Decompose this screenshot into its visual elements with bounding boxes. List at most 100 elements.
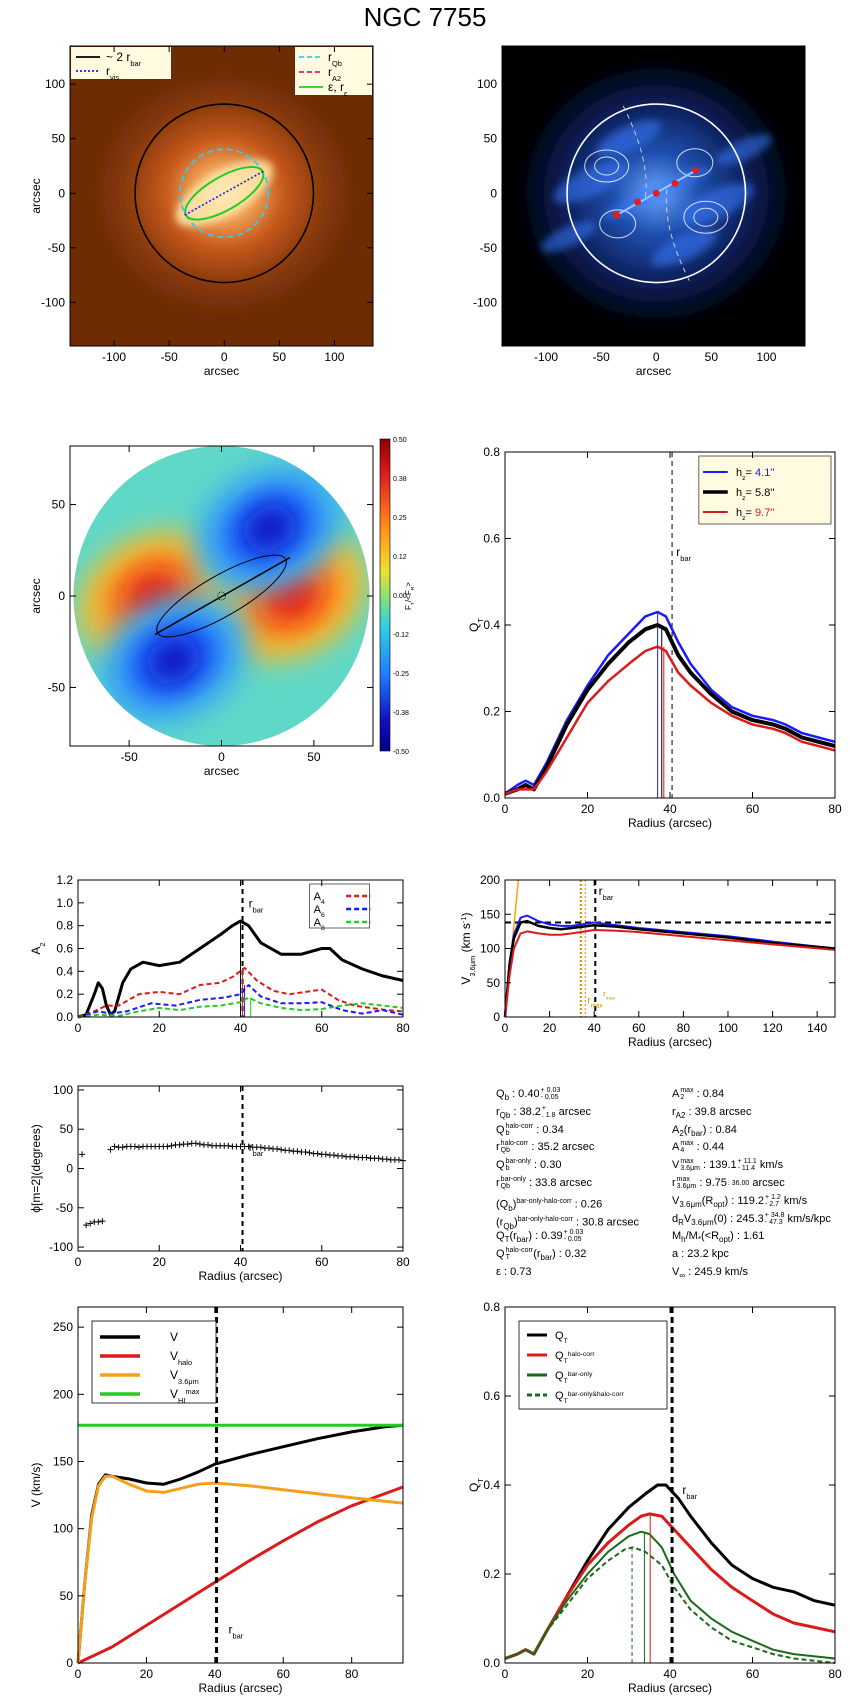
a2-legend-box xyxy=(309,883,370,929)
image-panel-2-xtick-label: 50 xyxy=(705,350,719,364)
legend-label: rvis xyxy=(106,64,119,82)
qt-legend-label: hz= 9.7'' xyxy=(736,507,775,522)
qt-decomposition-xtick-label: 0 xyxy=(502,1667,509,1681)
qt-legend-label: hz= 5.8'' xyxy=(736,487,775,502)
image2-contour xyxy=(676,148,714,178)
rotation-legend-label: VHImax xyxy=(170,1387,200,1405)
param-left-row: rQb : 38.2 +. 1.8 arcsec xyxy=(496,1104,592,1120)
v36-profile-ytick-label: 100 xyxy=(480,942,500,956)
phase-profile-ytick-label: 100 xyxy=(53,1083,73,1097)
phase-point xyxy=(363,1154,370,1161)
image-panel-2-xtick-label: 0 xyxy=(653,350,660,364)
phase-profile-ytick-label: -100 xyxy=(49,1240,73,1254)
image2-contour xyxy=(683,200,729,234)
image2-contour xyxy=(622,105,647,199)
phase-point xyxy=(176,1141,183,1148)
parameter-column-left: Qb : 0.40 + 0.03- 0.05 rQb : 38.2 +. 1.8 ar… xyxy=(496,1086,639,1282)
force-map-ylabel: arcsec xyxy=(29,578,43,613)
rotation-legend-box xyxy=(91,1320,217,1404)
qt-decomposition-xtick-label: 40 xyxy=(663,1667,677,1681)
image-panel-2-xtick-label: -50 xyxy=(592,350,610,364)
v36-profile-ytick-label: 200 xyxy=(480,873,500,887)
phase-point xyxy=(330,1152,337,1159)
image-panel-2-ytick-label: 50 xyxy=(484,132,498,146)
phase-profile-xtick-label: 20 xyxy=(153,1255,167,1269)
image2-contour xyxy=(693,207,719,227)
rotation-curve-xtick-label: 0 xyxy=(75,1667,82,1681)
qtd-series-line xyxy=(504,1530,836,1660)
phase-point xyxy=(107,1146,114,1153)
phase-point xyxy=(111,1143,118,1150)
v36-profile-xtick-label: 40 xyxy=(588,1021,602,1035)
qtd-series-line xyxy=(504,1512,836,1660)
a2-legend-label: A8 xyxy=(314,917,325,932)
phase-point xyxy=(192,1140,199,1147)
force-map-xtick-label: 0 xyxy=(218,750,225,764)
a2-profile-xtick-label: 20 xyxy=(153,1021,167,1035)
image-panel-xtick-label: 0 xyxy=(221,350,228,364)
force-map-field xyxy=(73,446,370,746)
v36-profile-xtick-label: 140 xyxy=(807,1021,827,1035)
phase-point xyxy=(164,1143,171,1150)
phase-profile-xtick-label: 40 xyxy=(234,1255,248,1269)
colorbar-tick-label: 0.00 xyxy=(393,593,407,600)
v36-series-line xyxy=(503,919,836,1018)
a2-profile-ytick-label: 1.0 xyxy=(56,896,73,910)
phase-point xyxy=(306,1149,313,1156)
qt-profile-ytick-label: 0.4 xyxy=(483,618,500,632)
qtd-series-line xyxy=(504,1483,836,1660)
rotation-curve-ytick-label: 0 xyxy=(66,1656,73,1670)
image-panel-ytick-label: 100 xyxy=(45,77,65,91)
image2-point xyxy=(652,189,660,197)
qt-decomposition-ytick-label: 0.8 xyxy=(483,1300,500,1314)
v36-rbar-label: rbar xyxy=(599,884,614,902)
phase-profile-xtick-label: 80 xyxy=(396,1255,410,1269)
param-right-row: r max 3.6μm : 9.75. 36.00 arcsec xyxy=(672,1176,785,1191)
a2-profile-xtick-label: 0 xyxy=(75,1021,82,1035)
force-map-ytick-label: 50 xyxy=(52,498,66,512)
phase-profile-xlabel: Radius (arcsec) xyxy=(198,1269,282,1283)
phase-point xyxy=(196,1141,203,1148)
phase-profile-frame xyxy=(77,1085,404,1252)
force-map-lobe xyxy=(242,504,297,552)
force-map-center xyxy=(217,591,226,601)
v36-profile-ytick-label: 50 xyxy=(487,976,501,990)
param-left-row: (Qb)bar-only-halo-corr : 0.26 xyxy=(496,1197,603,1213)
a2-profile-ylabel: A2 xyxy=(29,942,47,954)
a2-profile-xtick-label: 40 xyxy=(234,1021,248,1035)
v36-profile-xtick-label: 100 xyxy=(718,1021,738,1035)
legend-label: rA2 xyxy=(328,65,341,83)
phase-point xyxy=(322,1151,329,1158)
param-right-row: a : 23.2 kpc xyxy=(672,1248,729,1261)
phase-rbar-label: rbar xyxy=(249,1140,264,1158)
param-left-row: ε : 0.73 xyxy=(496,1265,532,1278)
phase-point xyxy=(87,1220,94,1227)
phase-point xyxy=(131,1143,138,1150)
v36-series-line xyxy=(504,914,836,1018)
force-map-xlabel: arcsec xyxy=(204,764,239,778)
v36-profile-ytick-label: 150 xyxy=(480,907,500,921)
rotation-curve-frame xyxy=(77,1306,404,1664)
force-map-lobe xyxy=(146,636,201,684)
qt-decomposition-ytick-label: 0.2 xyxy=(483,1567,500,1581)
force-map-ytick-label: -50 xyxy=(48,680,66,694)
image-panel-2-ytick-label: 100 xyxy=(477,77,497,91)
phase-profile-ytick-label: -50 xyxy=(56,1201,74,1215)
a2-series-line xyxy=(77,996,404,1018)
colorbar-label: FT/<FR> xyxy=(404,582,416,610)
rotation-curve-ytick-label: 250 xyxy=(53,1320,73,1334)
a2-profile-ytick-label: 0.2 xyxy=(56,987,73,1001)
qt-profile-xtick-label: 80 xyxy=(828,802,842,816)
phase-point xyxy=(294,1148,301,1155)
qtd-legend-label: QT xyxy=(555,1330,568,1345)
phase-point xyxy=(375,1155,382,1162)
v36-profile-xtick-label: 0 xyxy=(502,1021,509,1035)
qt-profile-ytick-label: 0.8 xyxy=(483,445,500,459)
legend-label: ~ 2 rbar xyxy=(106,50,142,68)
rotation-curve-ytick-label: 50 xyxy=(60,1589,74,1603)
